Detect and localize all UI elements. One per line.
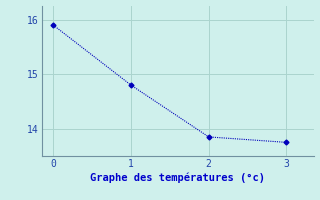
X-axis label: Graphe des températures (°c): Graphe des températures (°c) — [90, 173, 265, 183]
